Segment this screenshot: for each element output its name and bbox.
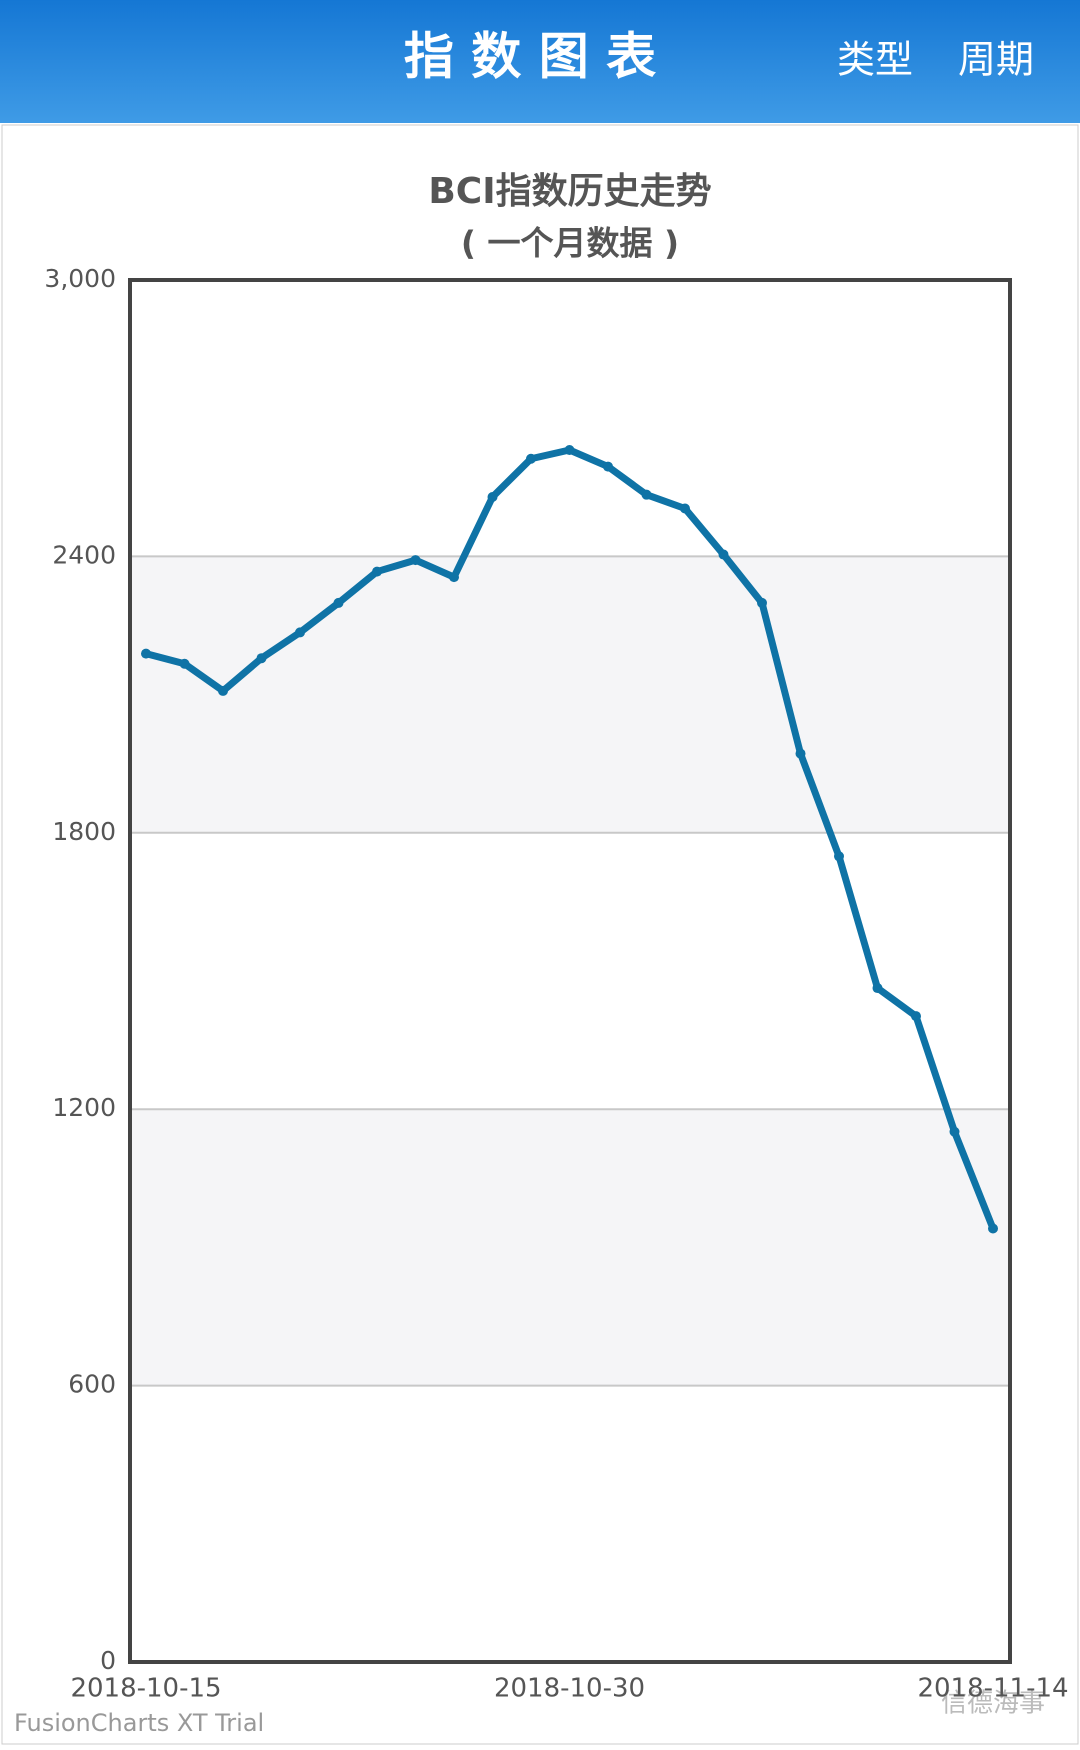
point [834,851,844,862]
plot: 0 600 1200 1800 2400 3,000 2018-10-15 2018-10-3… [44,264,1068,1704]
y-tick-label: 1200 [52,1093,116,1122]
point [795,748,806,759]
point [449,572,459,583]
watermark: 信德海事 [941,1689,1045,1719]
type-button[interactable]: 类型 [837,38,913,82]
point [641,489,652,500]
chart-panel [1,124,1079,1745]
point [988,1223,998,1234]
point [603,461,613,472]
chart-title: BCI指数历史走势 [428,171,711,212]
point [526,453,536,464]
point [564,444,575,455]
period-button[interactable]: 周期 [958,38,1034,82]
x-tick-label: 2018-11-14 [917,1674,1068,1704]
header-bar [0,0,1080,123]
point [872,983,883,994]
header-title: 指 数 图 表 [404,28,656,86]
point [333,597,344,608]
x-tick-label: 2018-10-30 [494,1674,645,1704]
plot-border [128,278,1012,1664]
point [911,1011,921,1022]
point [218,685,228,696]
point [718,549,729,560]
y-tick-label: 600 [68,1370,116,1399]
point [487,491,498,502]
point [410,555,421,566]
y-tick-label: 1800 [52,817,116,846]
y-tick-label: 0 [100,1646,116,1675]
point [141,648,151,659]
x-tick-label: 2018-10-15 [70,1674,221,1704]
point [256,653,267,664]
band [130,556,1010,833]
y-tick-label: 2400 [52,540,116,569]
point [295,627,305,638]
band [130,1109,1010,1386]
point [757,597,767,608]
point [949,1126,960,1137]
point [680,503,690,514]
point [372,566,382,577]
chart-subtitle: ( 一个月数据 ) [461,224,679,263]
point [179,658,190,669]
trial-label: FusionCharts XT Trial [14,1709,264,1737]
y-tick-label: 3,000 [44,264,116,293]
